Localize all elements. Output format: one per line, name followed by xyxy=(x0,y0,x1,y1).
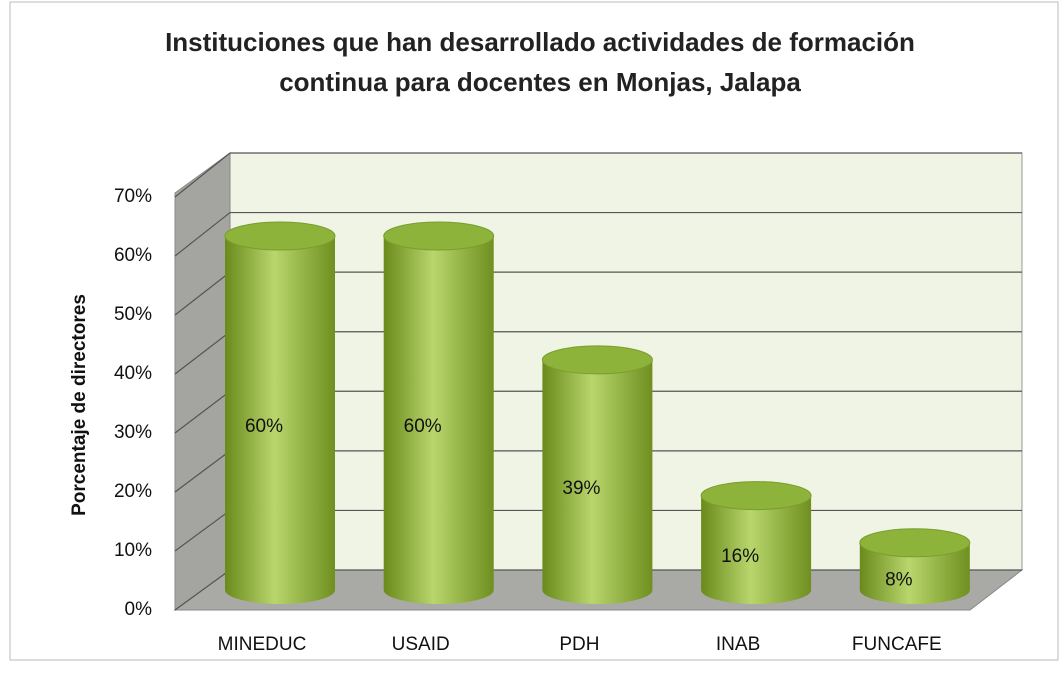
value-label: 60% xyxy=(245,416,283,437)
bar-top xyxy=(383,221,495,251)
bar xyxy=(859,528,971,605)
bar xyxy=(383,221,495,604)
bar xyxy=(541,345,653,605)
value-label: 39% xyxy=(562,478,600,499)
x-tick-label: INAB xyxy=(716,634,760,655)
y-tick-label: 30% xyxy=(114,422,152,443)
bar-body xyxy=(542,359,653,605)
grid-line-side xyxy=(174,212,231,257)
bar-top xyxy=(859,528,971,558)
y-tick-label: 20% xyxy=(114,481,152,502)
bar-body xyxy=(225,236,335,604)
bar-body xyxy=(859,542,970,605)
grid-line-side xyxy=(174,152,231,198)
x-tick-label: PDH xyxy=(559,634,599,655)
bar-top xyxy=(224,221,336,251)
y-tick-label: 50% xyxy=(114,304,152,325)
x-tick-label: MINEDUC xyxy=(218,634,307,655)
x-tick-label: FUNCAFE xyxy=(852,634,942,655)
y-axis-label: Porcentaje de directores xyxy=(69,294,90,516)
bar-top xyxy=(541,345,653,375)
y-tick-label: 60% xyxy=(114,245,152,266)
y-tick-label: 40% xyxy=(114,363,152,384)
value-label: 16% xyxy=(721,546,759,567)
grid-line-side xyxy=(174,450,231,493)
grid-line-side xyxy=(174,331,231,375)
bar-body xyxy=(383,236,494,604)
y-tick-label: 10% xyxy=(114,540,152,561)
grid-line-side xyxy=(174,390,231,434)
side-wall xyxy=(174,152,231,611)
grid-line-side xyxy=(174,569,231,611)
bar xyxy=(224,221,336,604)
bar-body xyxy=(701,495,812,605)
x-tick-label: USAID xyxy=(392,634,450,655)
bar xyxy=(700,481,812,605)
y-tick-label: 0% xyxy=(125,599,153,620)
grid-line-side xyxy=(174,509,231,552)
chart-title: Instituciones que han desarrollado activ… xyxy=(165,27,915,97)
value-label: 60% xyxy=(404,416,442,437)
value-label: 8% xyxy=(885,569,913,590)
bar-top xyxy=(700,481,812,511)
grid-line-side xyxy=(174,271,231,316)
y-tick-label: 70% xyxy=(114,186,152,207)
